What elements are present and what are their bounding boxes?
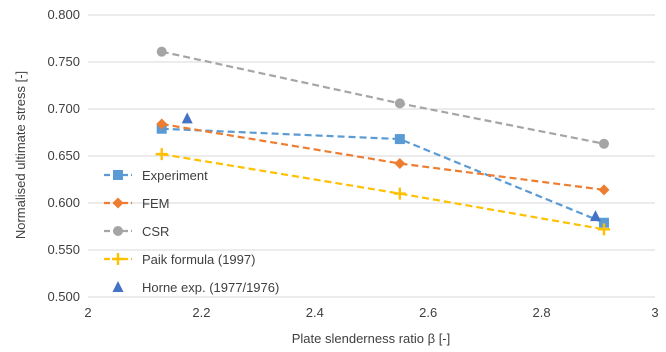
legend-label-2: CSR [142, 224, 169, 239]
series-3 [155, 148, 610, 236]
y-tick-label-4: 0.700 [47, 101, 80, 116]
series-layer [155, 46, 610, 236]
series-0 [156, 123, 609, 228]
legend-marker-4 [112, 281, 124, 292]
series-0-point-2 [598, 217, 609, 228]
series-1 [156, 118, 610, 196]
legend-label-3: Paik formula (1997) [142, 252, 255, 267]
x-tick-label-5: 3 [651, 305, 658, 320]
series-0-point-1 [394, 134, 405, 145]
series-1-point-2 [598, 184, 610, 196]
legend-marker-3 [112, 253, 124, 265]
y-tick-label-0: 0.500 [47, 289, 80, 304]
legend-label-1: FEM [142, 196, 169, 211]
legend-marker-1 [112, 197, 124, 209]
series-line-3 [161, 153, 605, 231]
series-2 [156, 46, 609, 149]
series-1-point-0 [156, 118, 168, 130]
x-tick-label-3: 2.6 [419, 305, 437, 320]
x-tick-label-1: 2.2 [192, 305, 210, 320]
series-2-point-2 [598, 138, 609, 149]
series-line-0 [161, 127, 605, 224]
y-tick-label-2: 0.600 [47, 195, 80, 210]
series-4-point-0 [181, 112, 193, 124]
series-line-2 [161, 50, 605, 145]
legend-item-4: Horne exp. (1977/1976) [112, 280, 279, 295]
legend-label-4: Horne exp. (1977/1976) [142, 280, 279, 295]
series-2-point-0 [156, 46, 167, 57]
legend-marker-0 [113, 170, 123, 180]
legend: Experiment FEM CSR Paik formula (1997) Horne… [104, 168, 279, 295]
x-tick-label-2: 2.4 [306, 305, 324, 320]
x-tick-label-0: 2 [84, 305, 91, 320]
y-tick-label-3: 0.650 [47, 148, 80, 163]
series-3-point-2 [597, 223, 610, 236]
series-4 [181, 112, 601, 222]
legend-item-2: CSR [104, 224, 169, 239]
legend-marker-2 [113, 226, 123, 236]
series-3-point-1 [393, 187, 406, 200]
x-tick-label-4: 2.8 [533, 305, 551, 320]
series-2-point-1 [394, 98, 405, 109]
x-axis-title: Plate slenderness ratio β [-] [292, 331, 451, 346]
x-tick-labels: 2 2.2 2.4 2.6 2.8 3 [84, 305, 658, 320]
series-3-point-0 [155, 148, 168, 161]
legend-label-0: Experiment [142, 168, 208, 183]
y-tick-labels: 0.500 0.550 0.600 0.650 0.700 0.750 0.800 [47, 7, 80, 304]
series-line-1 [161, 122, 605, 191]
y-tick-label-6: 0.800 [47, 7, 80, 22]
legend-item-0: Experiment [104, 168, 208, 183]
y-tick-label-1: 0.550 [47, 242, 80, 257]
series-4-point-1 [589, 210, 601, 222]
y-tick-label-5: 0.750 [47, 54, 80, 69]
y-axis-title: Normalised ultimate stress [-] [13, 71, 28, 239]
series-1-point-1 [394, 158, 406, 170]
legend-item-1: FEM [104, 196, 169, 211]
legend-item-3: Paik formula (1997) [104, 252, 255, 267]
gridlines [88, 14, 655, 298]
